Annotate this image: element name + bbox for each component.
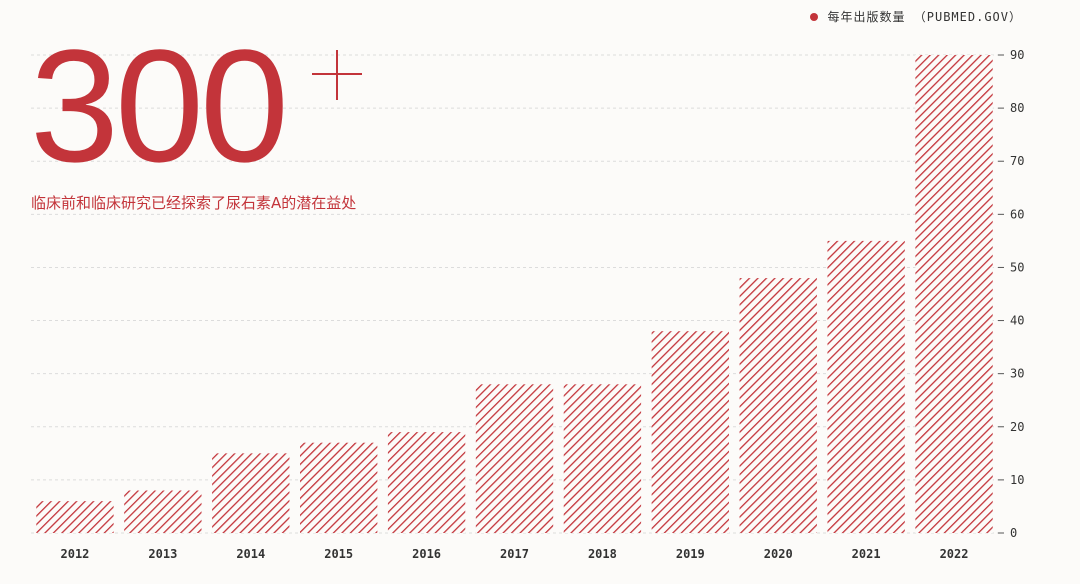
x-tick-label: 2018 [588, 547, 617, 561]
x-tick-label: 2012 [61, 547, 90, 561]
bar-2019 [651, 331, 729, 533]
y-tick-label: 90 [1010, 48, 1024, 62]
y-axis: 0 10 20 30 40 50 60 70 80 90 [998, 48, 1024, 540]
y-tick-label: 70 [1010, 154, 1024, 168]
headline-number: 300 [30, 16, 289, 195]
bar-2016 [387, 432, 466, 533]
bar-2020 [739, 278, 817, 533]
plus-icon [312, 50, 362, 100]
x-axis: 2012 2013 2014 2015 2016 2017 2018 2019 2020 2021… [61, 547, 969, 561]
y-tick-label: 80 [1010, 101, 1024, 115]
y-tick-label: 50 [1010, 260, 1024, 274]
bar-2017 [475, 384, 554, 533]
bar-2022 [915, 55, 993, 533]
bar-2021 [827, 240, 905, 533]
y-tick-label: 10 [1010, 473, 1024, 487]
x-tick-label: 2020 [764, 547, 793, 561]
x-tick-label: 2013 [148, 547, 177, 561]
x-tick-label: 2022 [940, 547, 969, 561]
bar-2013 [124, 490, 202, 533]
headline-subtitle: 临床前和临床研究已经探索了尿石素A的潜在益处 [31, 194, 357, 212]
legend-marker [809, 12, 818, 21]
x-tick-label: 2019 [676, 547, 705, 561]
legend-label: 每年出版数量 （PUBMED.GOV） [827, 10, 1022, 24]
bars [36, 55, 993, 533]
bar-2015 [300, 442, 378, 533]
x-tick-label: 2014 [236, 547, 265, 561]
y-tick-label: 60 [1010, 207, 1024, 221]
x-tick-label: 2017 [500, 547, 529, 561]
x-tick-label: 2021 [852, 547, 881, 561]
x-tick-label: 2016 [412, 547, 441, 561]
legend: 每年出版数量 （PUBMED.GOV） [809, 8, 1022, 25]
x-tick-label: 2015 [324, 547, 353, 561]
bar-2012 [36, 501, 114, 533]
y-tick-label: 0 [1010, 526, 1017, 540]
y-tick-label: 30 [1010, 367, 1024, 381]
bar-2018 [563, 384, 642, 533]
y-tick-label: 40 [1010, 314, 1024, 328]
y-tick-label: 20 [1010, 420, 1024, 434]
bar-2014 [212, 453, 290, 533]
